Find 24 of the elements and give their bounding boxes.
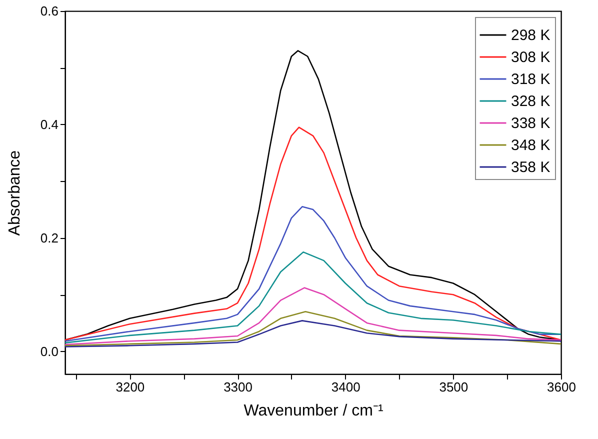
x-tick-label: 3400 <box>331 380 360 394</box>
x-tick-label: 3600 <box>547 380 576 394</box>
line-series <box>65 206 561 342</box>
x-axis-title: Wavenumber / cm⁻¹ <box>244 402 384 420</box>
legend-label: 298 K <box>511 27 550 44</box>
line-series <box>65 287 561 346</box>
y-tick-label: 0.4 <box>40 116 58 132</box>
y-tick-label: 0.6 <box>40 4 58 18</box>
x-tick-label: 3200 <box>116 380 145 394</box>
line-series <box>65 320 561 348</box>
line-series <box>65 126 561 341</box>
legend-label: 358 K <box>511 159 550 176</box>
legend-label: 308 K <box>511 49 550 66</box>
legend-label: 318 K <box>511 71 550 88</box>
line-series <box>65 310 561 346</box>
legend-label: 328 K <box>511 93 550 110</box>
x-tick-label: 3500 <box>439 380 468 394</box>
line-series <box>65 251 561 344</box>
legend-label: 338 K <box>511 115 550 132</box>
y-axis-title: Absorbance <box>6 150 24 236</box>
y-tick-label: 0.0 <box>40 344 58 359</box>
x-tick-label: 3300 <box>224 380 252 394</box>
y-tick-label: 0.2 <box>40 230 58 246</box>
legend-label: 348 K <box>511 137 550 154</box>
